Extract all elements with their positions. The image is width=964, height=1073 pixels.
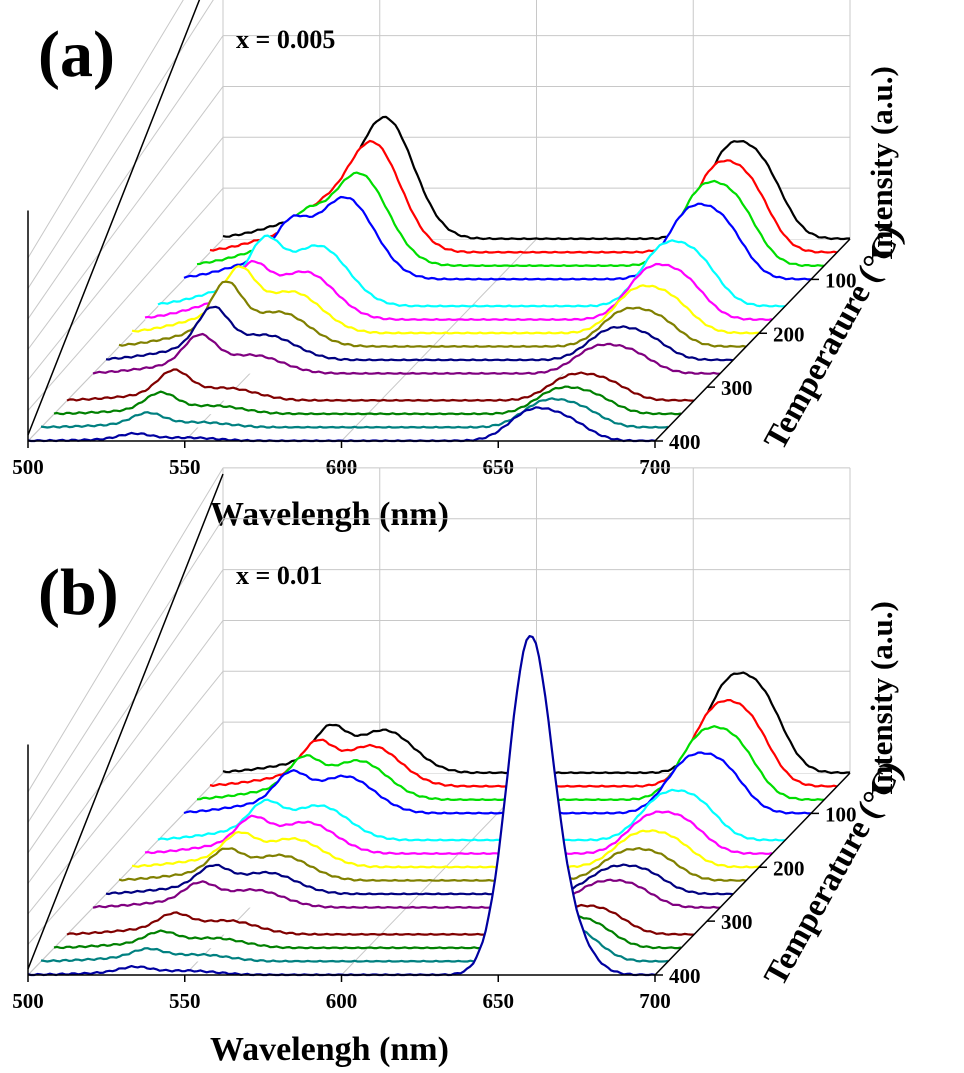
x-tick-label: 650	[483, 455, 515, 479]
z-tick-label: 400	[669, 964, 701, 988]
spectrum-trace-325	[66, 903, 694, 936]
side-wall-gridline	[27, 35, 224, 320]
trace-occluder	[119, 281, 746, 347]
spectrum-trace-100	[183, 195, 811, 281]
chart-panel-b: 500 550 600 650 700 100 200 300 400 (b) x = 0.0…	[12, 467, 910, 1068]
side-wall-gridline	[27, 518, 224, 823]
traces-a	[27, 115, 850, 443]
x-tick-label: 700	[639, 989, 671, 1013]
traces-b	[27, 634, 850, 977]
annotation-b: x = 0.01	[236, 561, 322, 590]
x-ticks-a: 500 550 600 650 700	[12, 441, 671, 479]
spectrum-trace-250	[105, 305, 734, 362]
spectrum-trace-325	[66, 368, 694, 402]
grid-a	[27, 0, 851, 442]
x-axis-label-b: Wavelengh (nm)	[210, 1031, 449, 1068]
x-ticks-b: 500 550 600 650 700	[12, 975, 671, 1013]
floor-gridline	[27, 238, 224, 442]
left-edge-line	[27, 473, 224, 970]
spectrum-trace-150	[157, 234, 786, 308]
z-ticks-a: 100 200 300 400	[655, 268, 857, 454]
spectrum-trace-100	[183, 751, 811, 815]
x-tick-label: 650	[483, 989, 515, 1013]
z-axis-line	[654, 772, 851, 976]
side-wall-gridline	[27, 187, 224, 411]
trace-occluder	[106, 306, 733, 361]
z-tick-label: 300	[721, 376, 753, 400]
floor-gridline	[27, 772, 224, 976]
chart-panel-a: 500 550 600 650 700 100 200 300 400 (a) x = 0.0…	[12, 0, 910, 533]
side-wall-gridline	[27, 721, 224, 945]
spectrum-trace-175	[144, 259, 773, 321]
spectrum-trace-375	[40, 397, 669, 429]
side-wall-gridline	[27, 569, 224, 854]
z-tick-label: 200	[773, 856, 805, 880]
spectrum-trace-75	[196, 171, 825, 267]
floor-gridline	[341, 238, 537, 442]
side-wall-gridline	[27, 620, 224, 884]
spectrum-trace-275	[92, 878, 720, 909]
side-wall-gridline	[27, 136, 224, 381]
z-tick-label: 300	[721, 910, 753, 934]
spectrum-trace-150	[157, 788, 786, 842]
x-tick-label: 550	[169, 455, 201, 479]
panel-label-a: (a)	[38, 18, 115, 91]
spectrum-trace-200	[131, 829, 760, 869]
y-axis-label-b: Intensity (a.u.)	[864, 601, 899, 795]
x-tick-label: 600	[326, 455, 358, 479]
side-wall-gridline	[27, 467, 224, 793]
z-tick-label: 100	[825, 268, 857, 292]
x-tick-label: 500	[12, 989, 44, 1013]
left-edge-line	[27, 0, 201, 436]
trace-occluder	[28, 636, 655, 975]
z-ticks-b: 100 200 300 400	[655, 802, 857, 988]
side-wall-gridline	[27, 670, 224, 915]
x-tick-label: 500	[12, 455, 44, 479]
spectrum-trace-225	[118, 846, 747, 882]
x-axis-label-a: Wavelengh (nm)	[210, 496, 449, 533]
side-wall-gridline	[27, 0, 184, 259]
z-tick-label: 200	[773, 322, 805, 346]
spectrum-trace-250	[105, 863, 734, 896]
z-tick-label: 400	[669, 430, 701, 454]
side-wall-gridline	[27, 0, 214, 289]
z-tick-label: 100	[825, 802, 857, 826]
x-tick-label: 600	[326, 989, 358, 1013]
spectrum-trace-225	[118, 280, 747, 348]
trace-occluder	[93, 334, 720, 374]
spectrum-trace-275	[92, 332, 720, 375]
x-tick-label: 700	[639, 455, 671, 479]
spectrum-trace-200	[131, 265, 760, 335]
panel-label-b: (b)	[38, 556, 119, 629]
z-axis-line	[654, 238, 851, 442]
annotation-a: x = 0.005	[236, 25, 335, 54]
y-axis-label-a: Intensity (a.u.)	[864, 66, 899, 260]
x-tick-label: 550	[169, 989, 201, 1013]
spectrum-trace-350	[53, 385, 682, 416]
side-wall-gridline	[27, 86, 224, 350]
spectrum-trace-175	[144, 810, 773, 855]
